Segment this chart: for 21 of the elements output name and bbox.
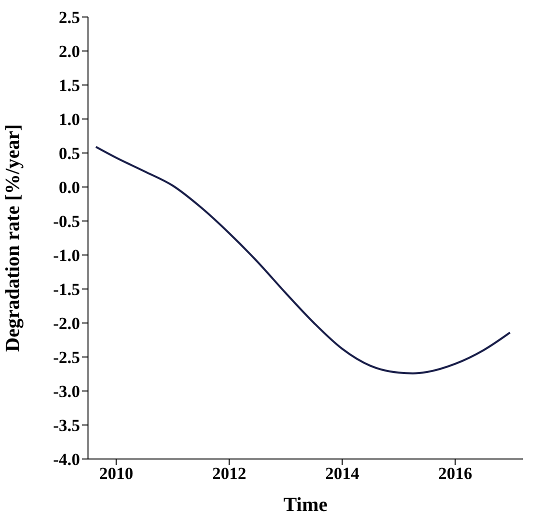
line-series	[94, 146, 512, 374]
x-tick-label: 2014	[325, 464, 360, 484]
x-tick-label: 2016	[438, 464, 472, 484]
y-tick-label: -4.0	[53, 450, 80, 470]
y-axis-title: Degradation rate [%/year]	[2, 124, 24, 352]
y-tick-label: -1.5	[53, 280, 80, 300]
y-tick-label: -1.0	[53, 246, 80, 266]
y-tick-label: 1.0	[58, 110, 80, 130]
y-tick-label: -3.5	[53, 416, 80, 436]
y-tick-label: 2.0	[58, 42, 80, 62]
y-tick-label: 0.5	[58, 144, 80, 164]
y-tick-label: 0.0	[58, 178, 80, 198]
x-axis-title: Time	[283, 494, 328, 516]
y-tick-label: 2.5	[58, 8, 80, 28]
x-tick-label: 2010	[99, 464, 134, 484]
y-tick-label: -2.0	[53, 314, 80, 334]
y-tick-label: -3.0	[53, 382, 80, 402]
y-tick-label: 1.5	[58, 76, 80, 96]
y-tick-label: -0.5	[53, 212, 80, 232]
y-tick-label: -2.5	[53, 348, 80, 368]
x-tick-label: 2012	[212, 464, 246, 484]
